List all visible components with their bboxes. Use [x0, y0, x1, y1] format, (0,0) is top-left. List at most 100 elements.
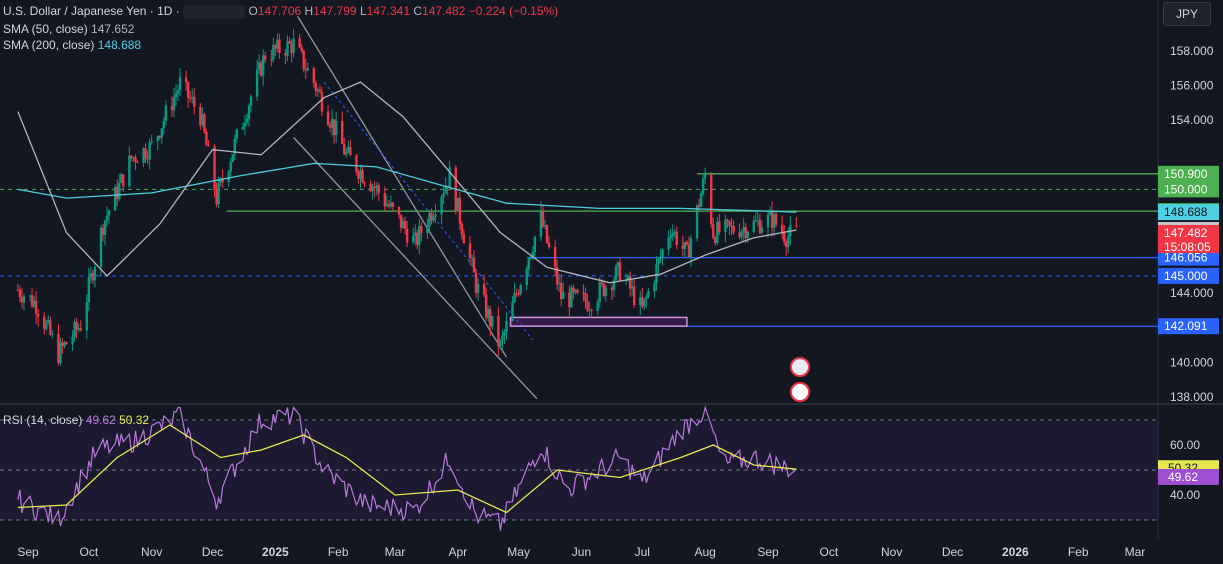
candle-body: [728, 220, 731, 226]
candle-body: [59, 342, 62, 364]
x-tick-label: Nov: [141, 545, 162, 559]
us-flag-icon[interactable]: [790, 357, 810, 377]
x-tick-label: 2026: [1002, 545, 1029, 559]
candle-body: [118, 182, 121, 199]
candle-body: [116, 186, 119, 199]
candle-body: [444, 185, 447, 194]
candle-body: [272, 44, 275, 60]
candle-body: [276, 39, 279, 49]
candle-body: [221, 178, 224, 183]
x-tick-label: Jun: [572, 545, 591, 559]
candle-body: [482, 283, 486, 295]
open-value: 147.706: [257, 4, 302, 18]
x-tick-label: Oct: [79, 545, 98, 559]
candle-body: [113, 186, 117, 211]
sma50-legend[interactable]: SMA (50, close) 147.652: [3, 22, 135, 36]
candle-body: [616, 262, 620, 267]
candle-body: [385, 204, 389, 207]
japan-flag-icon[interactable]: [790, 382, 810, 402]
candle-body: [740, 231, 743, 238]
candle-body: [160, 128, 164, 138]
level-tag-146.056-bg: [1158, 249, 1219, 266]
candle-body: [73, 322, 76, 338]
candle-body: [689, 238, 693, 258]
candle-body: [628, 275, 632, 289]
candle-body: [529, 256, 532, 259]
candle-body: [355, 155, 358, 173]
candle-body: [718, 221, 721, 233]
candle-body: [20, 297, 24, 303]
candle-body: [418, 225, 421, 246]
candle-body: [304, 68, 307, 71]
candle-body: [63, 342, 66, 347]
candle-body: [57, 333, 60, 364]
candle-body: [359, 170, 362, 179]
candle-body: [227, 171, 230, 183]
candle-body: [726, 219, 729, 221]
candle-body: [77, 328, 80, 330]
candle-body: [122, 174, 125, 187]
candle-body: [274, 44, 277, 49]
candle-body: [570, 287, 573, 308]
candle-body: [525, 268, 528, 286]
candle-body: [79, 328, 82, 331]
candle-body: [326, 111, 330, 126]
candle-body: [661, 249, 664, 258]
candle-body: [582, 292, 585, 294]
x-tick-label: Aug: [694, 545, 715, 559]
sma200-legend[interactable]: SMA (200, close) 148.688: [3, 38, 142, 52]
candle-body: [349, 147, 352, 156]
x-tick-label: Feb: [1068, 545, 1089, 559]
candle-body: [91, 273, 95, 281]
candle-body: [290, 43, 293, 53]
candle-body: [787, 235, 790, 247]
candle-body: [172, 97, 176, 111]
candle-body: [207, 145, 210, 147]
candle-body: [75, 322, 78, 330]
candle-body: [557, 283, 561, 285]
candle-body: [231, 154, 234, 162]
countdown-tag: 15:08:05: [1164, 240, 1211, 254]
y-tick-label: 154.000: [1170, 113, 1214, 127]
last-price-tag-bg: [1158, 224, 1219, 253]
candle-body: [164, 105, 168, 121]
candle-body: [545, 225, 549, 243]
candle-body: [568, 292, 571, 308]
candle-body: [148, 141, 151, 160]
candle-body: [752, 220, 756, 232]
currency-button[interactable]: JPY: [1163, 2, 1211, 26]
high-value: 147.799: [313, 4, 357, 18]
candle-body: [428, 213, 431, 227]
candle-body: [330, 119, 334, 128]
candle-body: [474, 272, 478, 293]
candle-body: [517, 293, 520, 295]
candle-body: [146, 158, 149, 160]
candle-body: [233, 138, 236, 155]
candle-body: [491, 315, 494, 327]
x-tick-label: Sep: [17, 545, 39, 559]
candle-body: [30, 295, 34, 307]
candle-body: [547, 242, 551, 247]
time-axis: Sep Oct Nov Dec 2025 Feb Mar Apr May Jun Jul Aug Sep…: [17, 545, 1145, 559]
candle-body: [732, 225, 735, 233]
candle-body: [170, 105, 174, 111]
candle-body: [347, 147, 350, 152]
candle-body: [501, 335, 504, 341]
candle-body: [241, 126, 245, 130]
candle-body: [744, 227, 747, 238]
candle-body: [780, 224, 784, 233]
candle-body: [201, 114, 204, 126]
candle-body: [653, 283, 656, 292]
candle-body: [618, 262, 622, 281]
y-tick-label: 156.000: [1170, 79, 1214, 93]
candle-body: [730, 225, 733, 227]
candle-body: [412, 235, 415, 243]
candle-body: [105, 215, 109, 221]
candle-body: [18, 289, 22, 298]
channel-upper-line: [297, 16, 508, 358]
last-price-tag: 147.482: [1164, 226, 1208, 240]
candles: [16, 28, 798, 366]
candle-body: [610, 287, 614, 291]
rsi-legend[interactable]: RSI (14, close) 49.62 50.32: [3, 413, 150, 427]
